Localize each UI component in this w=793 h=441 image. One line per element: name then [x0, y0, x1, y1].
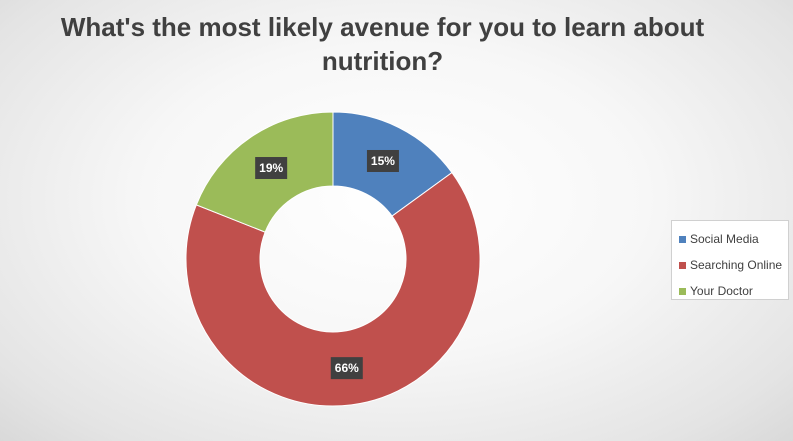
data-label-searching-online: 66%: [330, 357, 363, 380]
legend-item-social-media: Social Media: [679, 226, 788, 252]
legend-swatch-your-doctor: [679, 287, 686, 295]
svg-text:66%: 66%: [335, 361, 359, 375]
legend-label-your-doctor: Your Doctor: [690, 284, 753, 298]
legend-label-social-media: Social Media: [690, 232, 759, 246]
data-label-your-doctor: 19%: [255, 157, 288, 180]
legend-label-searching-online: Searching Online: [690, 258, 783, 272]
svg-text:19%: 19%: [259, 161, 283, 175]
legend-swatch-social-media: [679, 235, 686, 243]
chart-title: What's the most likely avenue for you to…: [60, 12, 705, 76]
legend-item-your-doctor: Your Doctor: [679, 278, 788, 304]
legend: Social Media Searching Online Your Docto…: [671, 220, 789, 300]
data-label-social-media: 15%: [366, 149, 399, 172]
slice-searching-online: [185, 171, 481, 407]
legend-item-searching-online: Searching Online: [679, 252, 788, 278]
svg-text:15%: 15%: [371, 154, 395, 168]
legend-swatch-searching-online: [679, 261, 686, 269]
